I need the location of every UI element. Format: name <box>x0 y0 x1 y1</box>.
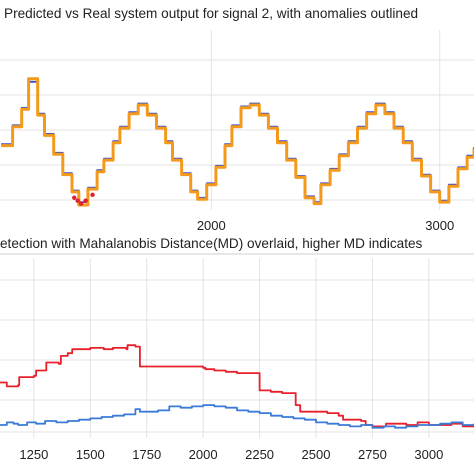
bottom-series-1-line <box>0 404 474 429</box>
top-anomaly-point <box>90 192 95 198</box>
top-gridlines <box>0 30 474 210</box>
top-anomaly-point <box>72 195 77 200</box>
top-x-axis-ticks: 2000 3000 <box>197 218 454 233</box>
bottom-gridlines <box>0 258 474 438</box>
bottom-x-tick-label: 1500 <box>76 447 105 462</box>
top-x-tick-label: 3000 <box>425 218 454 233</box>
top-anomaly-point <box>78 201 84 206</box>
chart-title-bottom: etection with Mahalanobis Distance(MD) o… <box>0 236 423 251</box>
bottom-x-tick-label: 2000 <box>189 447 218 462</box>
top-series-group <box>1 77 474 207</box>
bottom-x-tick-label: 1250 <box>19 447 48 462</box>
bottom-series-group <box>0 344 474 429</box>
top-anomaly-point <box>83 198 88 203</box>
bottom-x-axis-ticks: 1250 1500 1750 2000 2250 2500 2750 3000 <box>19 447 443 462</box>
top-x-tick-label: 2000 <box>197 218 226 233</box>
top-series-1-line <box>1 77 474 207</box>
bottom-x-tick-label: 2500 <box>302 447 331 462</box>
bottom-x-tick-label: 2250 <box>245 447 274 462</box>
bottom-x-tick-label: 2750 <box>358 447 387 462</box>
bottom-x-tick-label: 1750 <box>132 447 161 462</box>
bottom-series-0-line <box>0 344 474 428</box>
bottom-x-tick-label: 3000 <box>414 447 443 462</box>
top-anomaly-point <box>75 198 80 203</box>
chart-title-top: Predicted vs Real system output for sign… <box>4 6 419 21</box>
